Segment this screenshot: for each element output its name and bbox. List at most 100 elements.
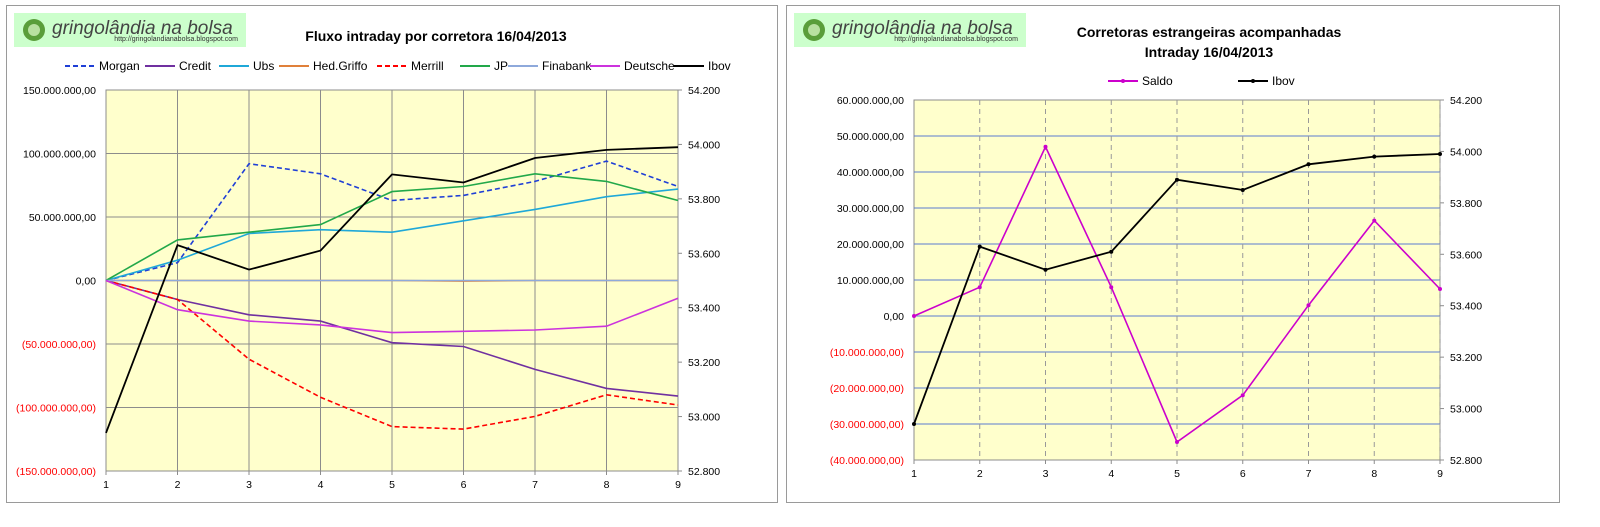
chart-title: Corretoras estrangeiras acompanhadas (1077, 24, 1342, 40)
y-right-tick-label: 54.000 (688, 139, 720, 151)
y-left-tick-label: 150.000.000,00 (23, 85, 96, 97)
y-left-tick-label: (30.000.000,00) (830, 419, 904, 431)
data-point (912, 422, 916, 426)
x-tick-label: 9 (675, 479, 681, 491)
chart-corretoras-estrangeiras: gringolândia na bolsahttp://gringolandia… (786, 5, 1560, 503)
y-right-tick-label: 54.200 (1450, 95, 1482, 107)
chart-fluxo-intraday: gringolândia na bolsahttp://gringolandia… (6, 5, 778, 503)
legend-label: Deutsche (624, 59, 675, 73)
y-right-tick-label: 53.000 (688, 412, 720, 424)
data-point (1043, 144, 1048, 149)
logo-background (14, 13, 246, 47)
y-right-tick-label: 53.600 (1450, 249, 1482, 261)
x-tick-label: 6 (1240, 468, 1246, 480)
y-right-tick-label: 53.200 (688, 357, 720, 369)
y-right-tick-label: 53.800 (1450, 198, 1482, 210)
y-right-tick-label: 54.200 (688, 85, 720, 97)
data-point (1109, 249, 1114, 254)
x-tick-label: 9 (1437, 468, 1443, 480)
y-right-tick-label: 52.800 (1450, 455, 1482, 467)
y-left-tick-label: (10.000.000,00) (830, 347, 904, 359)
y-right-tick-label: 52.800 (688, 466, 720, 478)
series-line (105, 279, 679, 397)
y-right-tick-label: 53.000 (1450, 404, 1482, 416)
y-left-tick-label: (100.000.000,00) (16, 403, 96, 415)
legend-label: Ubs (253, 59, 274, 73)
y-left-tick-label: 60.000.000,00 (837, 95, 904, 107)
data-point (1372, 154, 1377, 159)
x-tick-label: 1 (103, 479, 109, 491)
y-left-tick-label: 50.000.000,00 (837, 131, 904, 143)
series-line (105, 279, 679, 430)
logo-background (794, 13, 1026, 47)
logo-url: http://gringolandianabolsa.blogspot.com (114, 36, 238, 43)
x-tick-label: 3 (1043, 468, 1049, 480)
data-point (912, 314, 916, 318)
data-point (1043, 267, 1048, 272)
series-line (105, 188, 679, 282)
data-point (977, 244, 982, 249)
y-left-tick-label: 20.000.000,00 (837, 239, 904, 251)
data-point (1240, 393, 1245, 398)
series-line (105, 279, 679, 334)
y-right-tick-label: 53.800 (688, 194, 720, 206)
y-right-tick-label: 53.200 (1450, 352, 1482, 364)
logo-name: gringolândia na bolsa (832, 18, 1013, 39)
legend-label: Saldo (1142, 74, 1173, 88)
y-left-tick-label: 100.000.000,00 (23, 149, 96, 161)
y-left-tick-label: 50.000.000,00 (29, 212, 96, 224)
y-right-tick-label: 53.600 (688, 248, 720, 260)
y-left-tick-label: 40.000.000,00 (837, 167, 904, 179)
y-right-tick-label: 53.400 (688, 303, 720, 315)
data-point (1240, 188, 1245, 192)
data-point (1438, 152, 1442, 156)
data-point (1306, 162, 1311, 167)
legend-marker (1251, 79, 1255, 83)
y-left-tick-label: (40.000.000,00) (830, 455, 904, 467)
legend-label: Merrill (411, 59, 444, 73)
x-tick-label: 4 (318, 479, 324, 491)
series-line (105, 172, 679, 282)
legend-marker (1121, 79, 1125, 83)
chart-title: Fluxo intraday por corretora 16/04/2013 (305, 28, 567, 44)
logo-url: http://gringolandianabolsa.blogspot.com (894, 36, 1018, 43)
logo-globe-inner-icon (808, 24, 820, 36)
legend-label: Credit (179, 59, 212, 73)
legend-label: Hed.Griffo (313, 59, 368, 73)
series-line (105, 160, 679, 282)
x-tick-label: 7 (1306, 468, 1312, 480)
y-left-tick-label: 10.000.000,00 (837, 275, 904, 287)
data-point (1438, 287, 1442, 291)
series-line (105, 146, 679, 434)
x-tick-label: 5 (1174, 468, 1180, 480)
legend-label: Ibov (1272, 74, 1295, 88)
data-point (977, 285, 982, 290)
x-tick-label: 3 (246, 479, 252, 491)
y-left-tick-label: 0,00 (884, 311, 905, 323)
data-point (1175, 440, 1179, 444)
x-tick-label: 4 (1108, 468, 1114, 480)
chart-subtitle: Intraday 16/04/2013 (1145, 44, 1274, 60)
y-right-tick-label: 53.400 (1450, 301, 1482, 313)
legend-label: Finabank (542, 59, 592, 73)
y-left-tick-label: (50.000.000,00) (22, 339, 96, 351)
x-tick-label: 7 (532, 479, 538, 491)
data-point (1372, 218, 1377, 223)
legend-label: Ibov (708, 59, 731, 73)
x-tick-label: 8 (1371, 468, 1377, 480)
legend-label: Morgan (99, 59, 140, 73)
x-tick-label: 5 (389, 479, 395, 491)
data-point (1175, 177, 1179, 182)
y-left-tick-label: 30.000.000,00 (837, 203, 904, 215)
logo-globe-inner-icon (28, 24, 40, 36)
x-tick-label: 8 (604, 479, 610, 491)
legend-label: JP (494, 59, 508, 73)
y-left-tick-label: (150.000.000,00) (16, 466, 96, 478)
x-tick-label: 2 (977, 468, 983, 480)
x-tick-label: 6 (461, 479, 467, 491)
x-tick-label: 2 (175, 479, 181, 491)
data-point (1109, 285, 1114, 290)
y-right-tick-label: 54.000 (1450, 146, 1482, 158)
x-tick-label: 1 (911, 468, 917, 480)
